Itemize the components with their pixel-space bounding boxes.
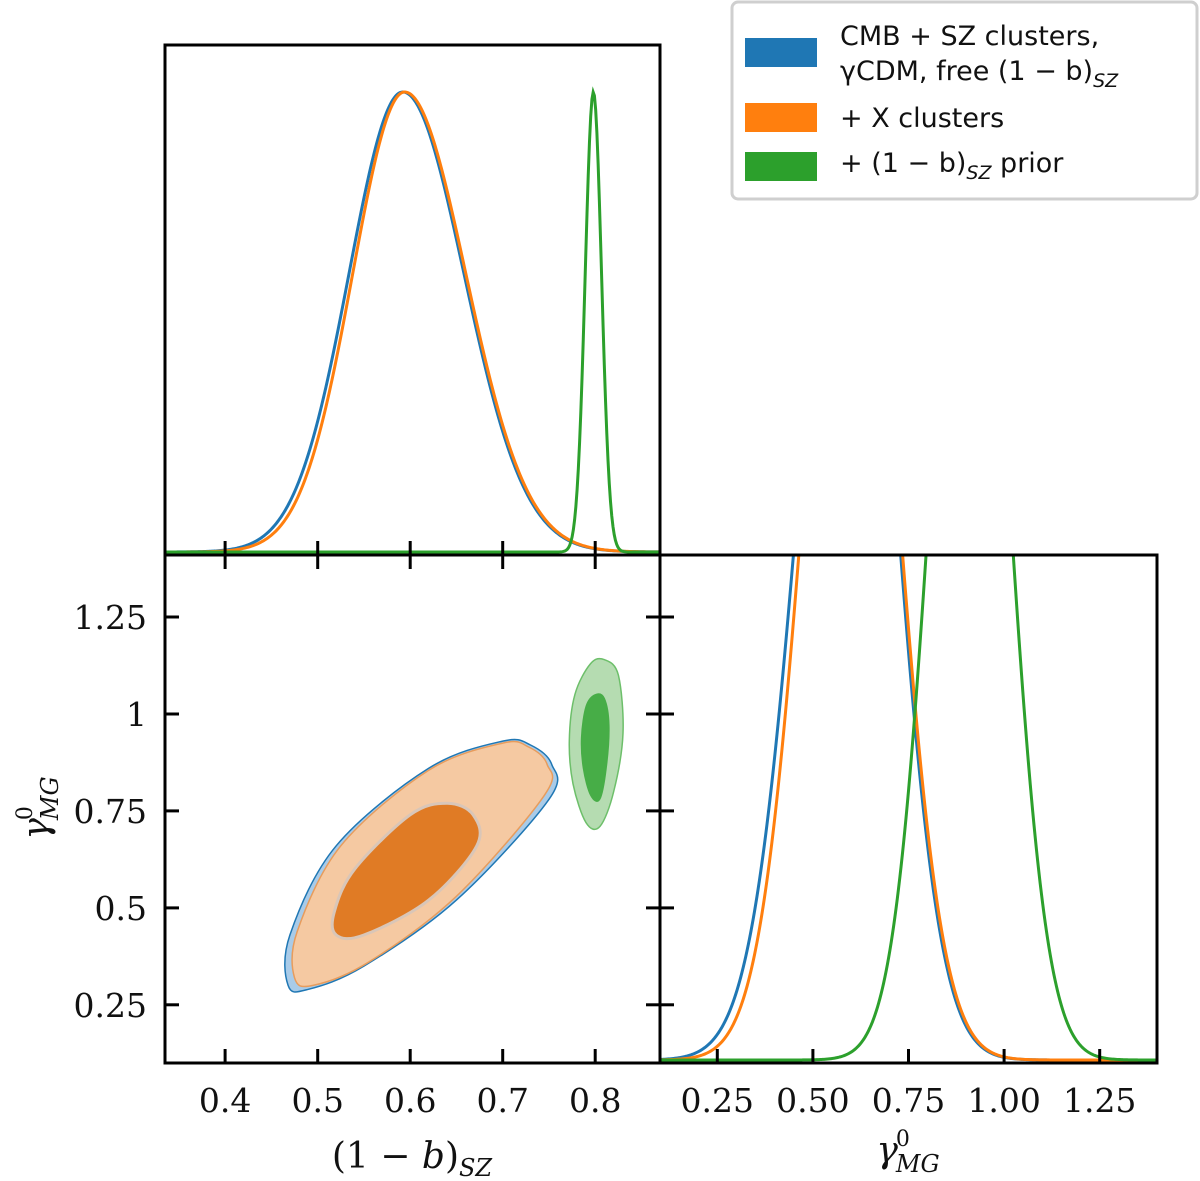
x-axis-label-gamma: γ0 MG bbox=[876, 1127, 939, 1178]
panel-b-sz-marginal bbox=[165, 86, 660, 554]
legend-swatch-blue bbox=[745, 38, 817, 67]
y-axis-label-gamma: γ0MG bbox=[13, 776, 64, 839]
panel-2d-contours bbox=[284, 657, 624, 993]
legend-label-green: + (1 − b)SZ prior bbox=[840, 148, 1064, 184]
tick-label-gamma-bottom: 1.00 bbox=[967, 1081, 1040, 1120]
axis-ticks bbox=[165, 541, 1102, 1063]
contour-green-68 bbox=[580, 693, 610, 802]
tick-label-gamma-left: 1 bbox=[126, 695, 147, 734]
tick-label-gamma-bottom: 0.75 bbox=[872, 1081, 945, 1120]
tick-label-b-sz: 0.8 bbox=[569, 1081, 621, 1120]
legend-swatch-orange bbox=[745, 103, 817, 132]
legend-swatch-green bbox=[745, 152, 817, 181]
legend-label-blue-line2: γCDM, free (1 − b)SZ bbox=[840, 56, 1119, 92]
gamma-marginal-green bbox=[660, 555, 1157, 1062]
tick-label-gamma-left: 0.75 bbox=[74, 792, 147, 831]
contour-orange-68 bbox=[330, 801, 482, 941]
tick-label-gamma-left: 1.25 bbox=[74, 598, 147, 637]
b-sz-marginal-blue bbox=[165, 90, 660, 554]
panel-gamma-marginal bbox=[660, 555, 1157, 1062]
tick-labels: 0.4 0.5 0.6 0.7 0.8 0.25 0.5 0.75 1 1.25 0.25 0.50 0… bbox=[74, 598, 1137, 1120]
tick-label-gamma-bottom: 0.50 bbox=[776, 1081, 849, 1120]
tick-label-gamma-bottom: 0.25 bbox=[681, 1081, 754, 1120]
legend-box bbox=[730, 0, 1199, 201]
x-axis-label-b-sz: (1 − b)SZ bbox=[332, 1136, 494, 1181]
tick-label-gamma-left: 0.5 bbox=[95, 889, 147, 928]
legend: CMB + SZ clusters, γCDM, free (1 − b)SZ … bbox=[730, 0, 1199, 201]
legend-label-orange: + X clusters bbox=[840, 103, 1004, 134]
tick-label-gamma-bottom: 1.25 bbox=[1063, 1081, 1136, 1120]
gamma-marginal-blue bbox=[660, 555, 1157, 1062]
tick-label-b-sz: 0.5 bbox=[291, 1081, 343, 1120]
tick-label-b-sz: 0.6 bbox=[384, 1081, 436, 1120]
b-sz-marginal-orange bbox=[165, 90, 660, 554]
b-sz-marginal-green bbox=[165, 86, 660, 554]
legend-label-blue: CMB + SZ clusters, bbox=[840, 21, 1099, 52]
tick-label-b-sz: 0.7 bbox=[476, 1081, 528, 1120]
tick-label-gamma-left: 0.25 bbox=[74, 986, 147, 1025]
gamma-marginal-orange bbox=[660, 555, 1157, 1062]
tick-label-b-sz: 0.4 bbox=[199, 1081, 251, 1120]
